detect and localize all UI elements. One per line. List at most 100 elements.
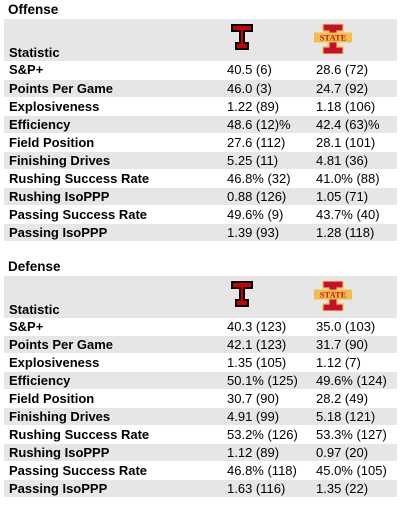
table-header-row: Statistic STATE [4, 275, 397, 318]
team-a-value-cell: 5.25 (11) [222, 151, 311, 170]
statistic-header: Statistic [9, 301, 60, 317]
stat-name-cell: Rushing IsoPPP [4, 187, 222, 206]
team-b-value-cell: 1.12 (7) [311, 353, 397, 372]
stat-name-cell: Points Per Game [4, 335, 222, 354]
team-b-value-cell: 28.2 (49) [311, 389, 397, 408]
team-a-value-cell: 30.7 (90) [222, 389, 311, 408]
team-a-value-cell: 40.3 (123) [222, 317, 311, 336]
stat-name-cell: Rushing Success Rate [4, 425, 222, 444]
table-row: Passing Success Rate 46.8% (118) 45.0% (10… [4, 461, 397, 480]
team-b-header: STATE [311, 19, 397, 61]
section-title: Defense [8, 258, 61, 274]
team-b-value-cell: 43.7% (40) [311, 205, 397, 224]
team-b-value-cell: 1.18 (106) [311, 97, 397, 116]
team-b-value-cell: 5.18 (121) [311, 407, 397, 426]
stat-name-cell: Efficiency [4, 115, 222, 134]
stat-name-cell: Passing Success Rate [4, 461, 222, 480]
table-row: Points Per Game 46.0 (3) 24.7 (92) [4, 79, 397, 98]
team-b-value-cell: 49.6% (124) [311, 371, 397, 390]
stat-name-cell: Passing IsoPPP [4, 479, 222, 498]
stat-name-cell: S&P+ [4, 317, 222, 336]
svg-text:STATE: STATE [320, 33, 347, 43]
team-b-value-cell: 53.3% (127) [311, 425, 397, 444]
team-a-value-cell: 0.88 (126) [222, 187, 311, 206]
texas-tech-logo-icon [231, 280, 253, 307]
stat-name-cell: Passing IsoPPP [4, 223, 222, 242]
table-row: Explosiveness 1.22 (89) 1.18 (106) [4, 97, 397, 116]
table-row: Passing IsoPPP 1.63 (116) 1.35 (22) [4, 479, 397, 498]
team-a-value-cell: 46.8% (32) [222, 169, 311, 188]
team-b-value-cell: 41.0% (88) [311, 169, 397, 188]
table-row: Efficiency 50.1% (125) 49.6% (124) [4, 371, 397, 390]
table-row: Rushing Success Rate 53.2% (126) 53.3% (12… [4, 425, 397, 444]
team-a-value-cell: 1.39 (93) [222, 223, 311, 242]
team-a-value-cell: 4.91 (99) [222, 407, 311, 426]
stat-name-cell: Finishing Drives [4, 407, 222, 426]
table-row: Rushing IsoPPP 0.88 (126) 1.05 (71) [4, 187, 397, 206]
team-a-value-cell: 46.8% (118) [222, 461, 311, 480]
stat-name-cell: Passing Success Rate [4, 205, 222, 224]
table-row: Rushing Success Rate 46.8% (32) 41.0% (88) [4, 169, 397, 188]
team-b-value-cell: 42.4 (63)% [311, 115, 397, 134]
team-b-value-cell: 0.97 (20) [311, 443, 397, 462]
table-row: Efficiency 48.6 (12)% 42.4 (63)% [4, 115, 397, 134]
stats-table: Statistic STATE S&P+ 40.5 (6) 28.6 (72) Poi… [4, 19, 397, 242]
stat-name-cell: Field Position [4, 133, 222, 152]
table-header-row: Statistic STATE [4, 19, 397, 61]
team-a-value-cell: 27.6 (112) [222, 133, 311, 152]
team-b-value-cell: 28.1 (101) [311, 133, 397, 152]
team-b-value-cell: 4.81 (36) [311, 151, 397, 170]
team-b-value-cell: 1.28 (118) [311, 223, 397, 242]
stats-table: Statistic STATE S&P+ 40.3 (123) 35.0 (103)… [4, 275, 397, 498]
table-row: Explosiveness 1.35 (105) 1.12 (7) [4, 353, 397, 372]
stat-name-cell: Finishing Drives [4, 151, 222, 170]
section-title: Offense [8, 2, 59, 17]
table-row: Passing IsoPPP 1.39 (93) 1.28 (118) [4, 223, 397, 242]
team-b-value-cell: 1.35 (22) [311, 479, 397, 498]
team-a-value-cell: 49.6% (9) [222, 205, 311, 224]
stat-name-cell: Rushing IsoPPP [4, 443, 222, 462]
stat-name-cell: Field Position [4, 389, 222, 408]
iowa-state-logo-icon: STATE [314, 24, 352, 54]
table-row: Finishing Drives 5.25 (11) 4.81 (36) [4, 151, 397, 170]
table-row: Field Position 27.6 (112) 28.1 (101) [4, 133, 397, 152]
team-b-value-cell: 31.7 (90) [311, 335, 397, 354]
stat-name-cell: S&P+ [4, 61, 222, 80]
table-row: S&P+ 40.3 (123) 35.0 (103) [4, 317, 397, 336]
table-row: Passing Success Rate 49.6% (9) 43.7% (40) [4, 205, 397, 224]
team-a-value-cell: 40.5 (6) [222, 61, 311, 80]
team-a-value-cell: 1.22 (89) [222, 97, 311, 116]
stat-name-cell: Points Per Game [4, 79, 222, 98]
texas-tech-logo-icon [231, 24, 253, 50]
team-a-value-cell: 48.6 (12)% [222, 115, 311, 134]
team-a-value-cell: 46.0 (3) [222, 79, 311, 98]
team-b-value-cell: 24.7 (92) [311, 79, 397, 98]
team-a-header [222, 276, 311, 318]
stat-name-cell: Efficiency [4, 371, 222, 390]
team-a-value-cell: 53.2% (126) [222, 425, 311, 444]
team-a-value-cell: 1.63 (116) [222, 479, 311, 498]
team-b-value-cell: 28.6 (72) [311, 61, 397, 80]
stat-name-cell: Explosiveness [4, 353, 222, 372]
table-row: Finishing Drives 4.91 (99) 5.18 (121) [4, 407, 397, 426]
section-spacer [0, 242, 400, 256]
table-row: Rushing IsoPPP 1.12 (89) 0.97 (20) [4, 443, 397, 462]
team-b-value-cell: 35.0 (103) [311, 317, 397, 336]
team-a-header [222, 19, 311, 61]
team-b-value-cell: 1.05 (71) [311, 187, 397, 206]
svg-text:STATE: STATE [320, 289, 347, 299]
team-a-value-cell: 1.12 (89) [222, 443, 311, 462]
team-b-value-cell: 45.0% (105) [311, 461, 397, 480]
iowa-state-logo-icon: STATE [314, 280, 352, 311]
table-row: S&P+ 40.5 (6) 28.6 (72) [4, 61, 397, 80]
table-row: Points Per Game 42.1 (123) 31.7 (90) [4, 335, 397, 354]
statistic-header: Statistic [9, 45, 60, 60]
team-a-value-cell: 42.1 (123) [222, 335, 311, 354]
stat-name-cell: Rushing Success Rate [4, 169, 222, 188]
team-a-value-cell: 50.1% (125) [222, 371, 311, 390]
stat-name-cell: Explosiveness [4, 97, 222, 116]
team-a-value-cell: 1.35 (105) [222, 353, 311, 372]
team-b-header: STATE [311, 276, 397, 318]
table-row: Field Position 30.7 (90) 28.2 (49) [4, 389, 397, 408]
